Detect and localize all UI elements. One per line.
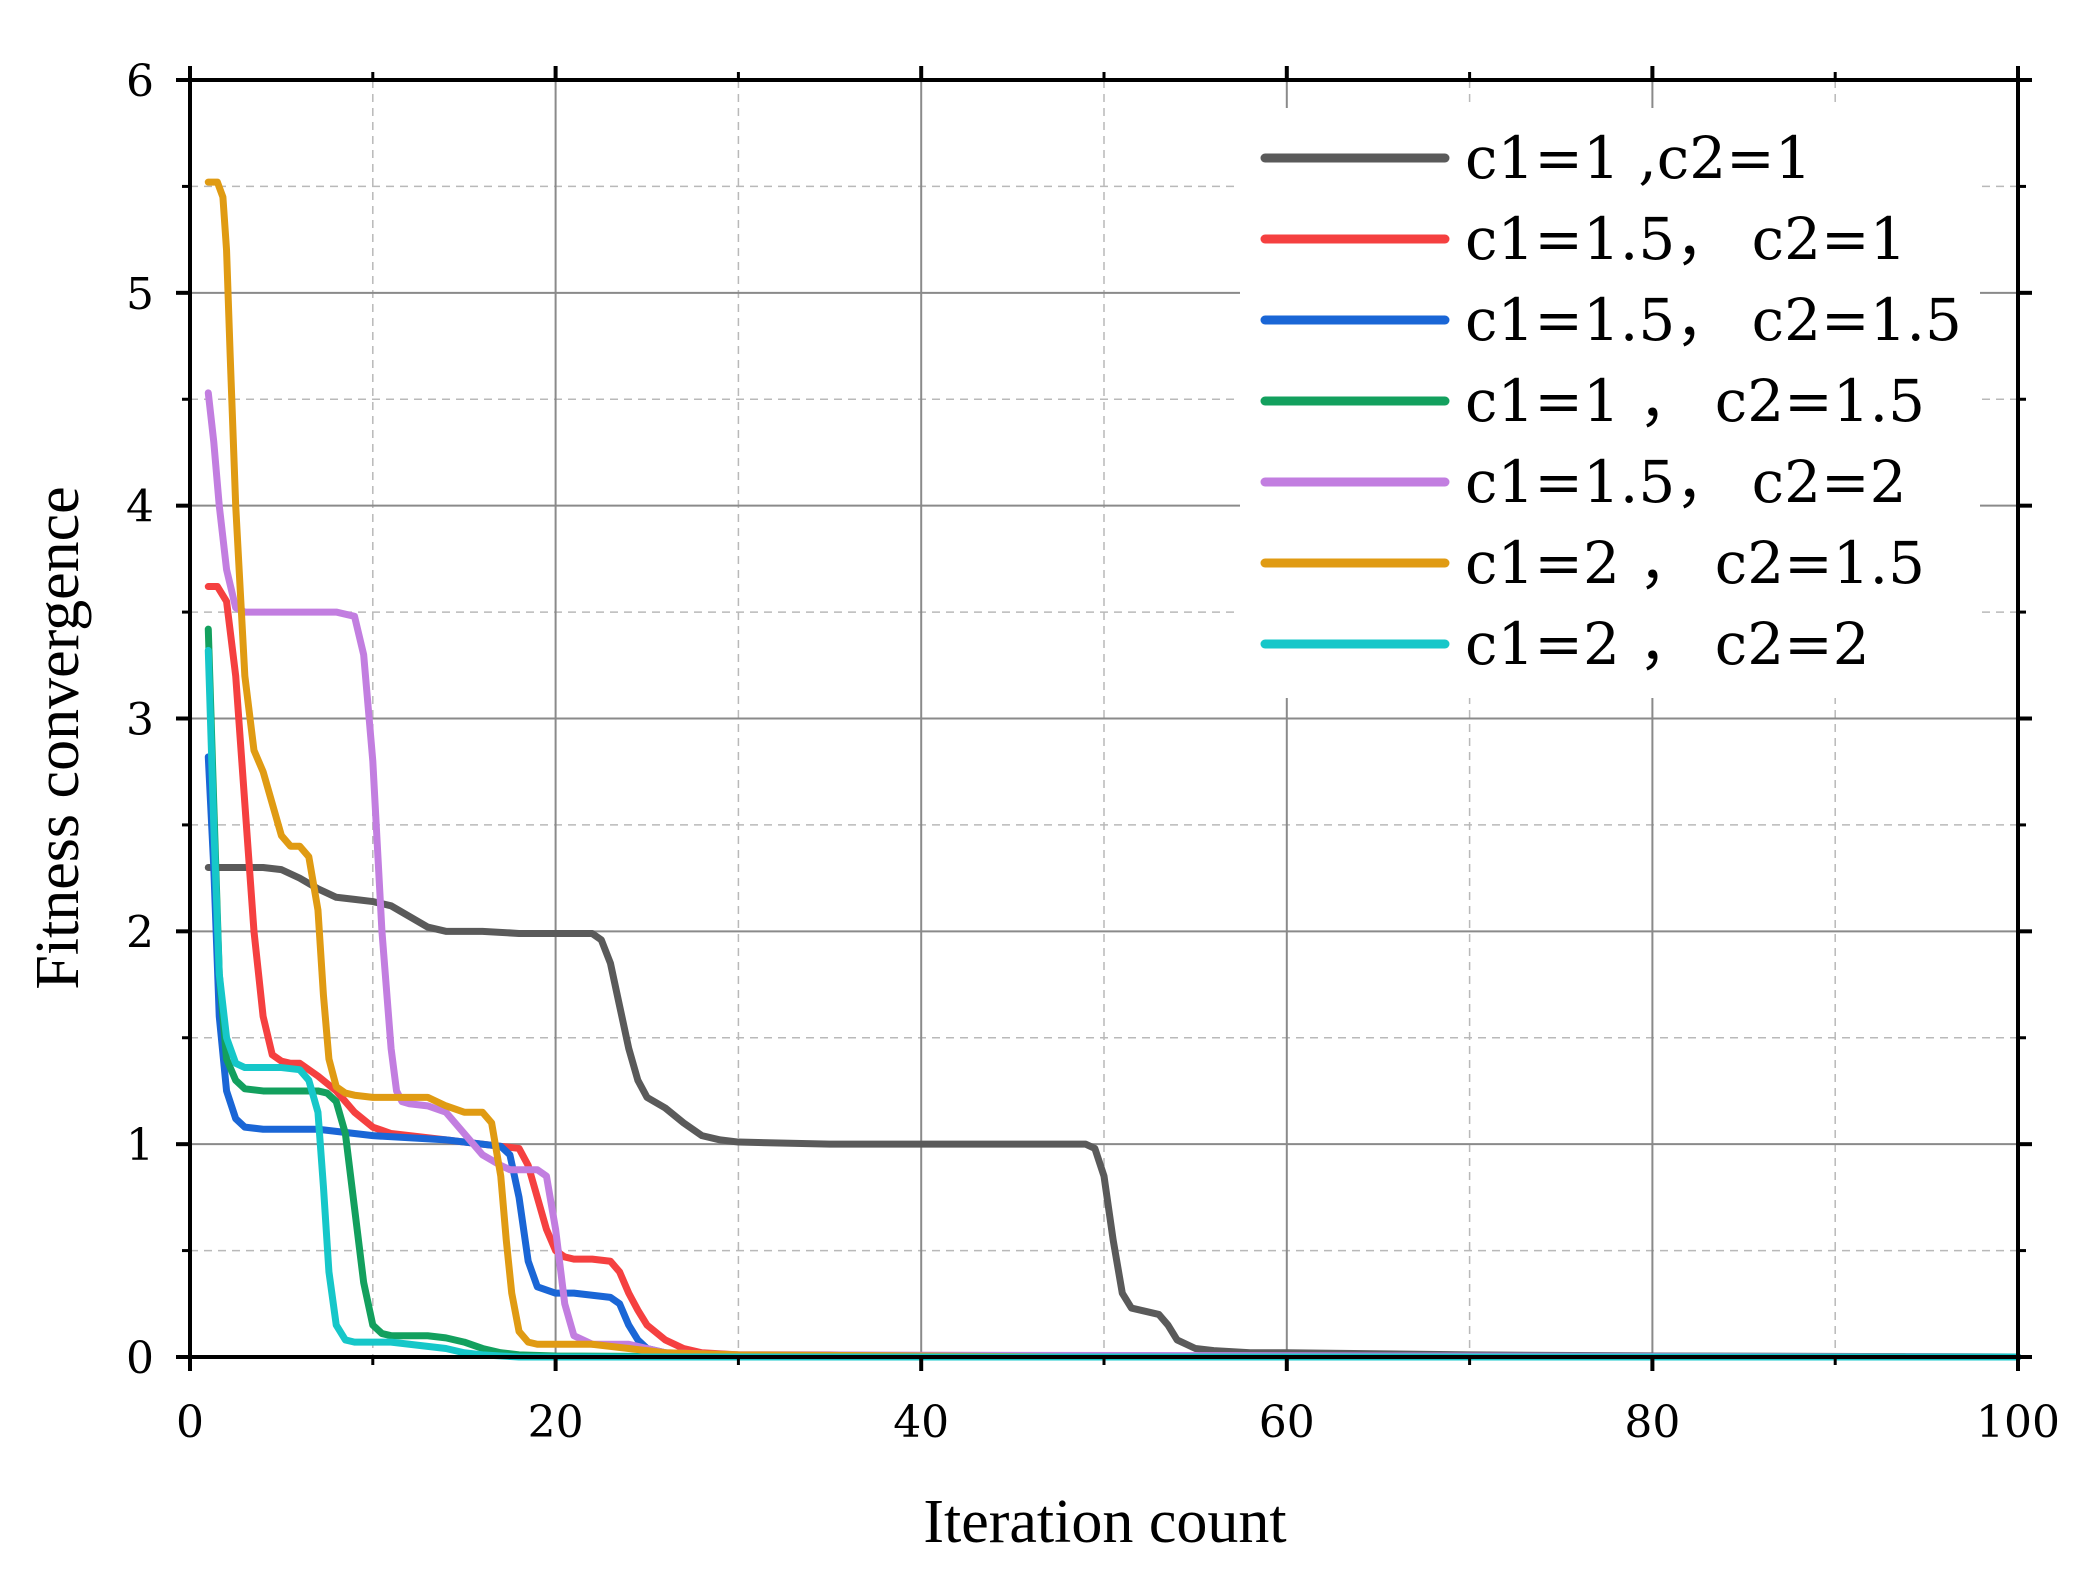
legend-label-3: c1=1.5， c2=1.5 (1465, 286, 1962, 354)
y-axis-title: Fitness convergence (24, 486, 92, 989)
x-tick-label: 100 (1976, 1397, 2060, 1448)
legend-label-1: c1=1 ,c2=1 (1465, 124, 1812, 192)
legend-label-5: c1=1.5， c2=2 (1465, 448, 1907, 516)
y-tick-label: 3 (126, 695, 154, 746)
x-tick-label: 0 (176, 1397, 204, 1448)
axes: 0 20 40 60 80 100 0 1 2 3 4 5 6 (126, 56, 2060, 1448)
x-tick-label: 20 (528, 1397, 584, 1448)
legend-label-2: c1=1.5， c2=1 (1465, 205, 1907, 273)
y-tick-label: 0 (126, 1333, 154, 1384)
y-tick-label: 5 (126, 269, 154, 320)
y-tick-label: 2 (126, 907, 154, 958)
series-line-2 (204, 583, 2022, 1361)
legend: c1=1 ,c2=1 c1=1.5， c2=1 c1=1.5， c2=1.5 c1=1… (1240, 108, 1980, 698)
x-tick-label: 40 (893, 1397, 949, 1448)
legend-label-4: c1=1 ， c2=1.5 (1465, 367, 1925, 435)
y-tick-label: 6 (126, 56, 154, 107)
y-tick-label: 4 (126, 482, 154, 533)
x-axis-title: Iteration count (923, 1488, 1286, 1556)
x-tick-label: 80 (1624, 1397, 1680, 1448)
legend-label-6: c1=2 ， c2=1.5 (1465, 529, 1925, 597)
legend-label-7: c1=2 ， c2=2 (1465, 610, 1870, 678)
series-line-6 (204, 178, 1071, 1361)
x-tick-label: 60 (1259, 1397, 1315, 1448)
series-line-4 (204, 625, 2022, 1361)
y-tick-label: 1 (126, 1120, 154, 1171)
series-line-1 (204, 863, 2022, 1361)
